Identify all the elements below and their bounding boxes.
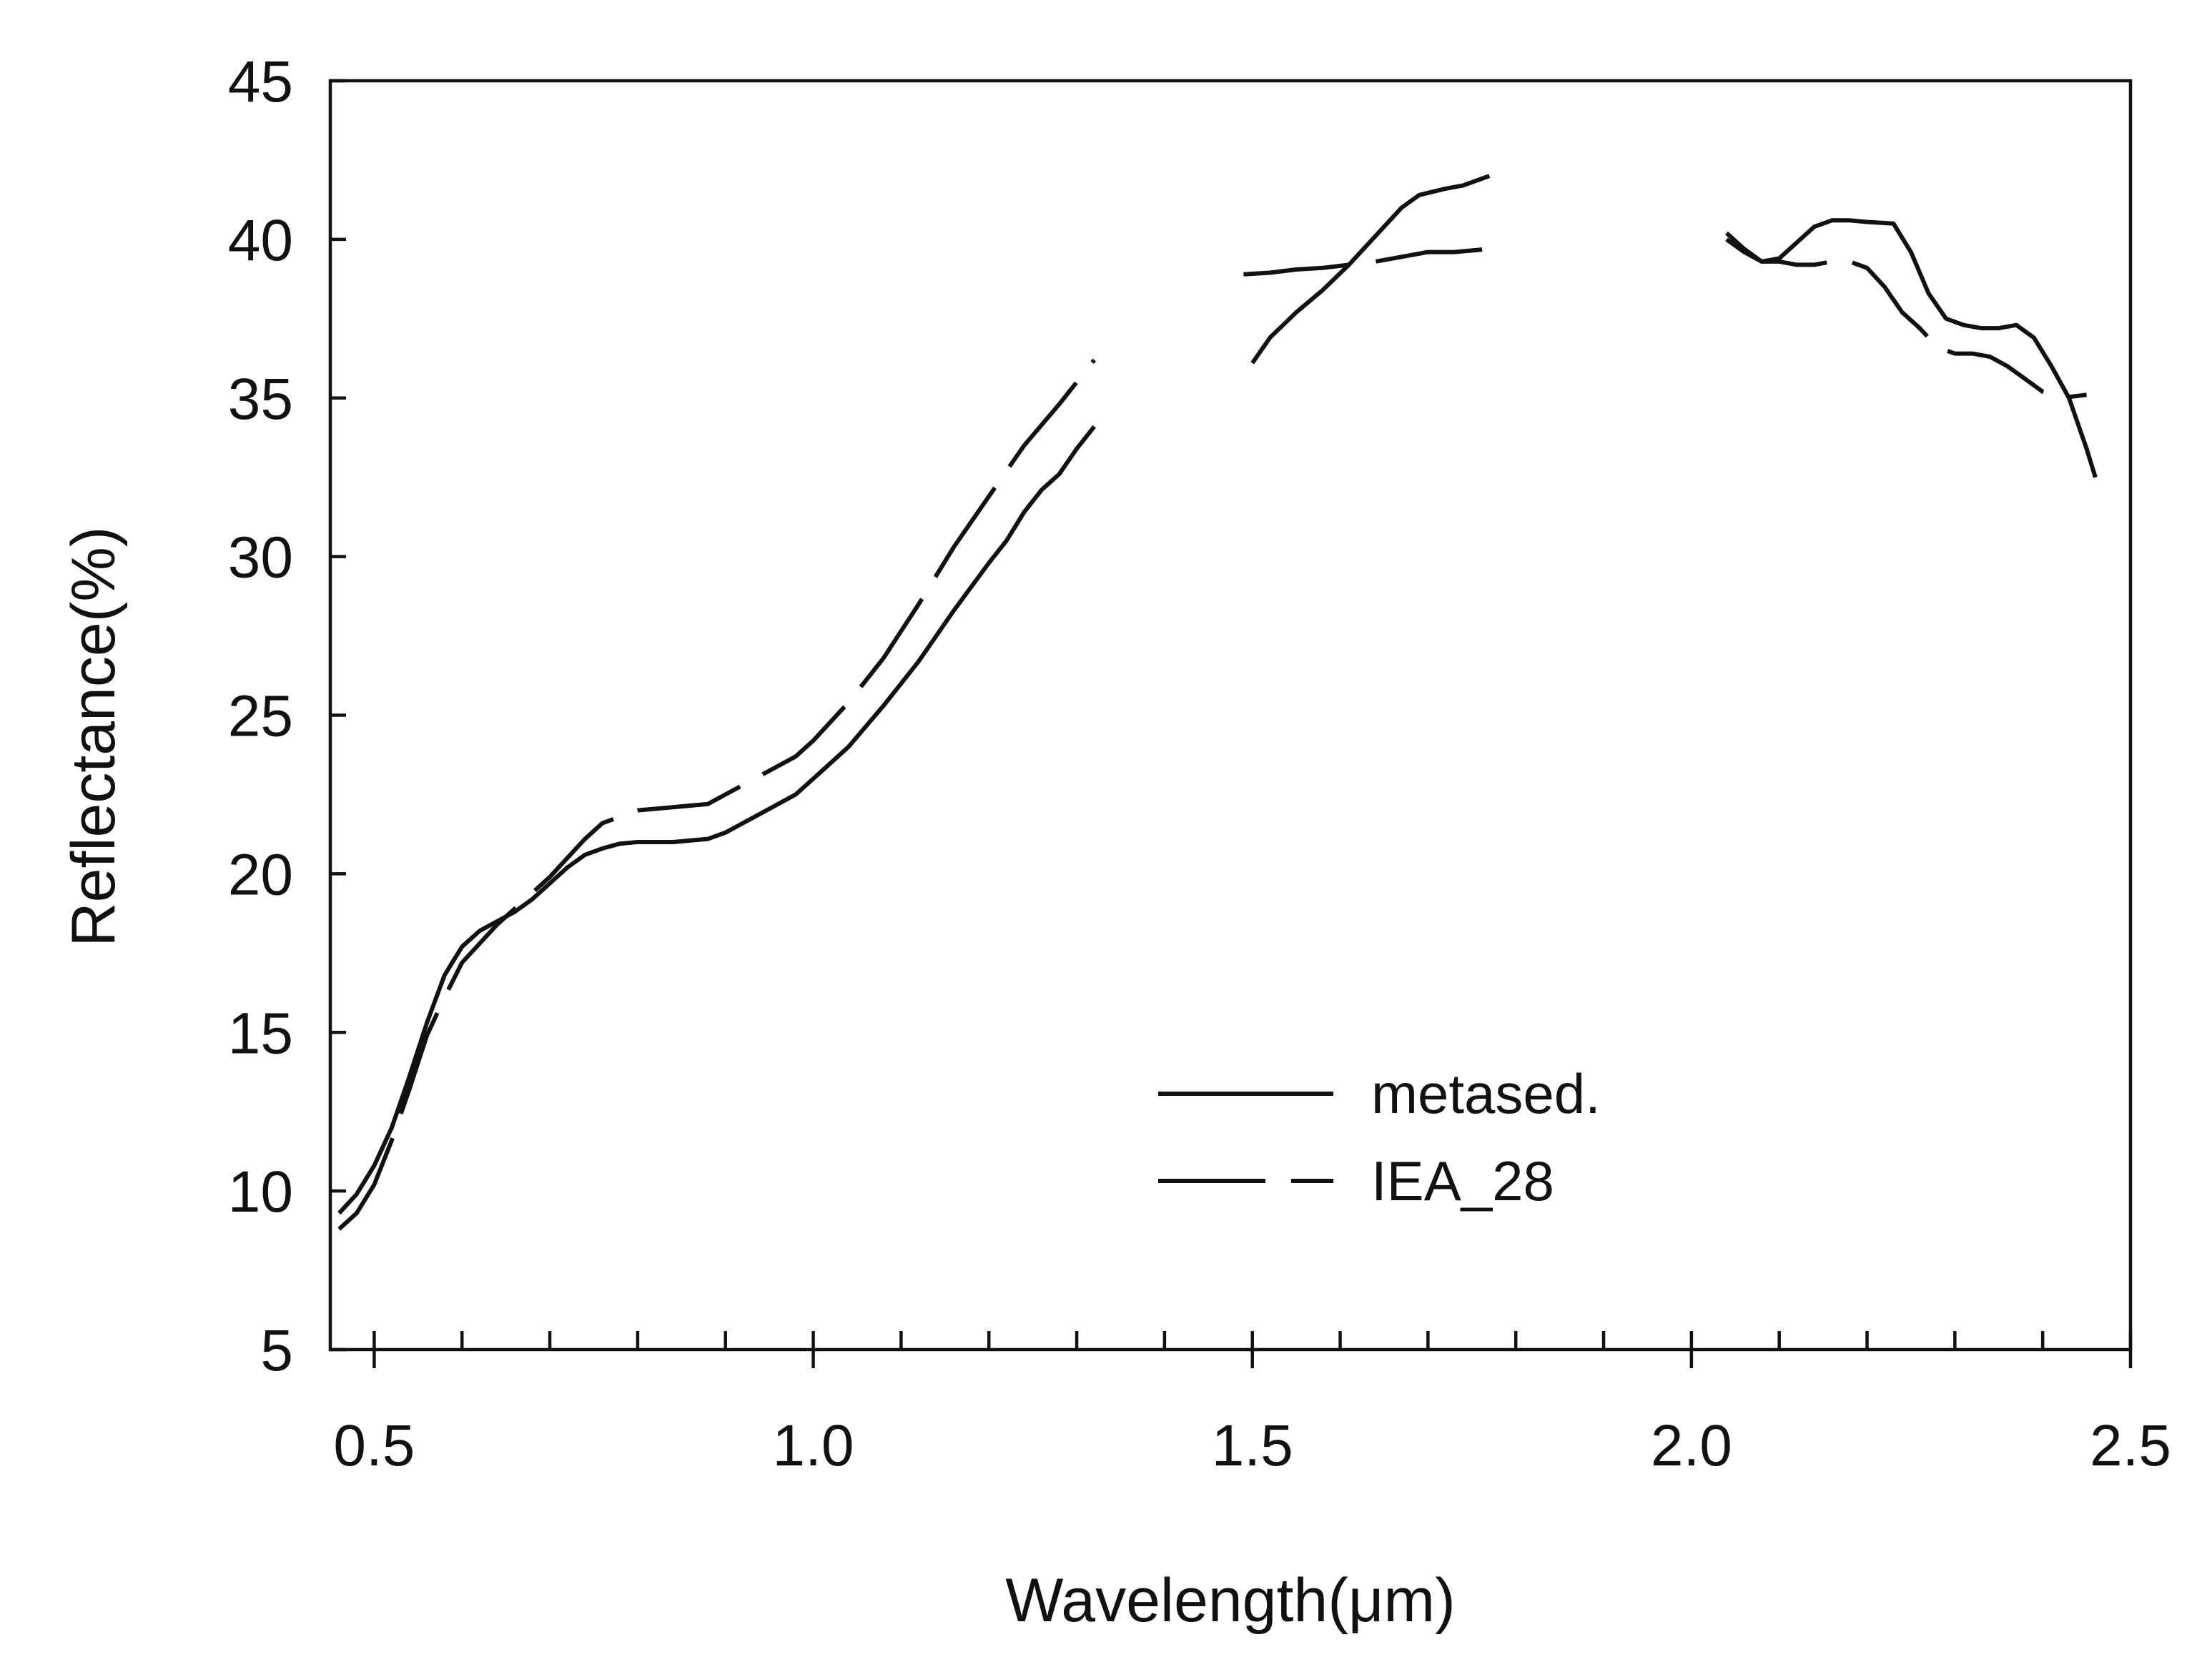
y-tick-label: 10: [228, 1159, 293, 1225]
plot-frame: [328, 79, 2133, 1352]
series-line-iea-28: [1725, 237, 2087, 400]
y-tick-label: 30: [228, 525, 293, 590]
series-line-metased: [337, 425, 1096, 1215]
series-line-iea-28: [1243, 247, 1490, 277]
y-tick-label: 5: [260, 1318, 293, 1383]
legend: metased. IEA_28: [1158, 1062, 1601, 1212]
series-line-metased: [1250, 174, 1491, 365]
series-layer: [337, 174, 2098, 1231]
legend-label-iea-28: IEA_28: [1371, 1149, 1554, 1212]
x-axis-title: Wavelength(μm): [1005, 1566, 1455, 1635]
y-tick-label: 15: [228, 1001, 293, 1066]
y-tick-label: 25: [228, 684, 293, 749]
y-tick-label: 35: [228, 367, 293, 432]
y-tick-label: 40: [228, 208, 293, 273]
y-tick-label: 20: [228, 842, 293, 907]
legend-label-metased: metased.: [1371, 1062, 1601, 1125]
y-tick-label: 45: [228, 49, 293, 114]
x-tick-label: 0.5: [333, 1413, 415, 1478]
x-tick-label: 2.5: [2090, 1413, 2171, 1478]
ticks-layer: 0.5 1.0 1.5 2.0 2.5 5 10 15 20 25 30 35 40 45: [228, 49, 2171, 1478]
y-axis-title: Reflectance(%): [59, 527, 128, 947]
x-tick-label: 2.0: [1651, 1413, 1732, 1478]
series-line-metased: [1724, 218, 2098, 478]
x-tick-label: 1.5: [1212, 1413, 1293, 1478]
x-tick-label: 1.0: [773, 1413, 854, 1478]
series-line-iea-28: [337, 358, 1096, 1231]
